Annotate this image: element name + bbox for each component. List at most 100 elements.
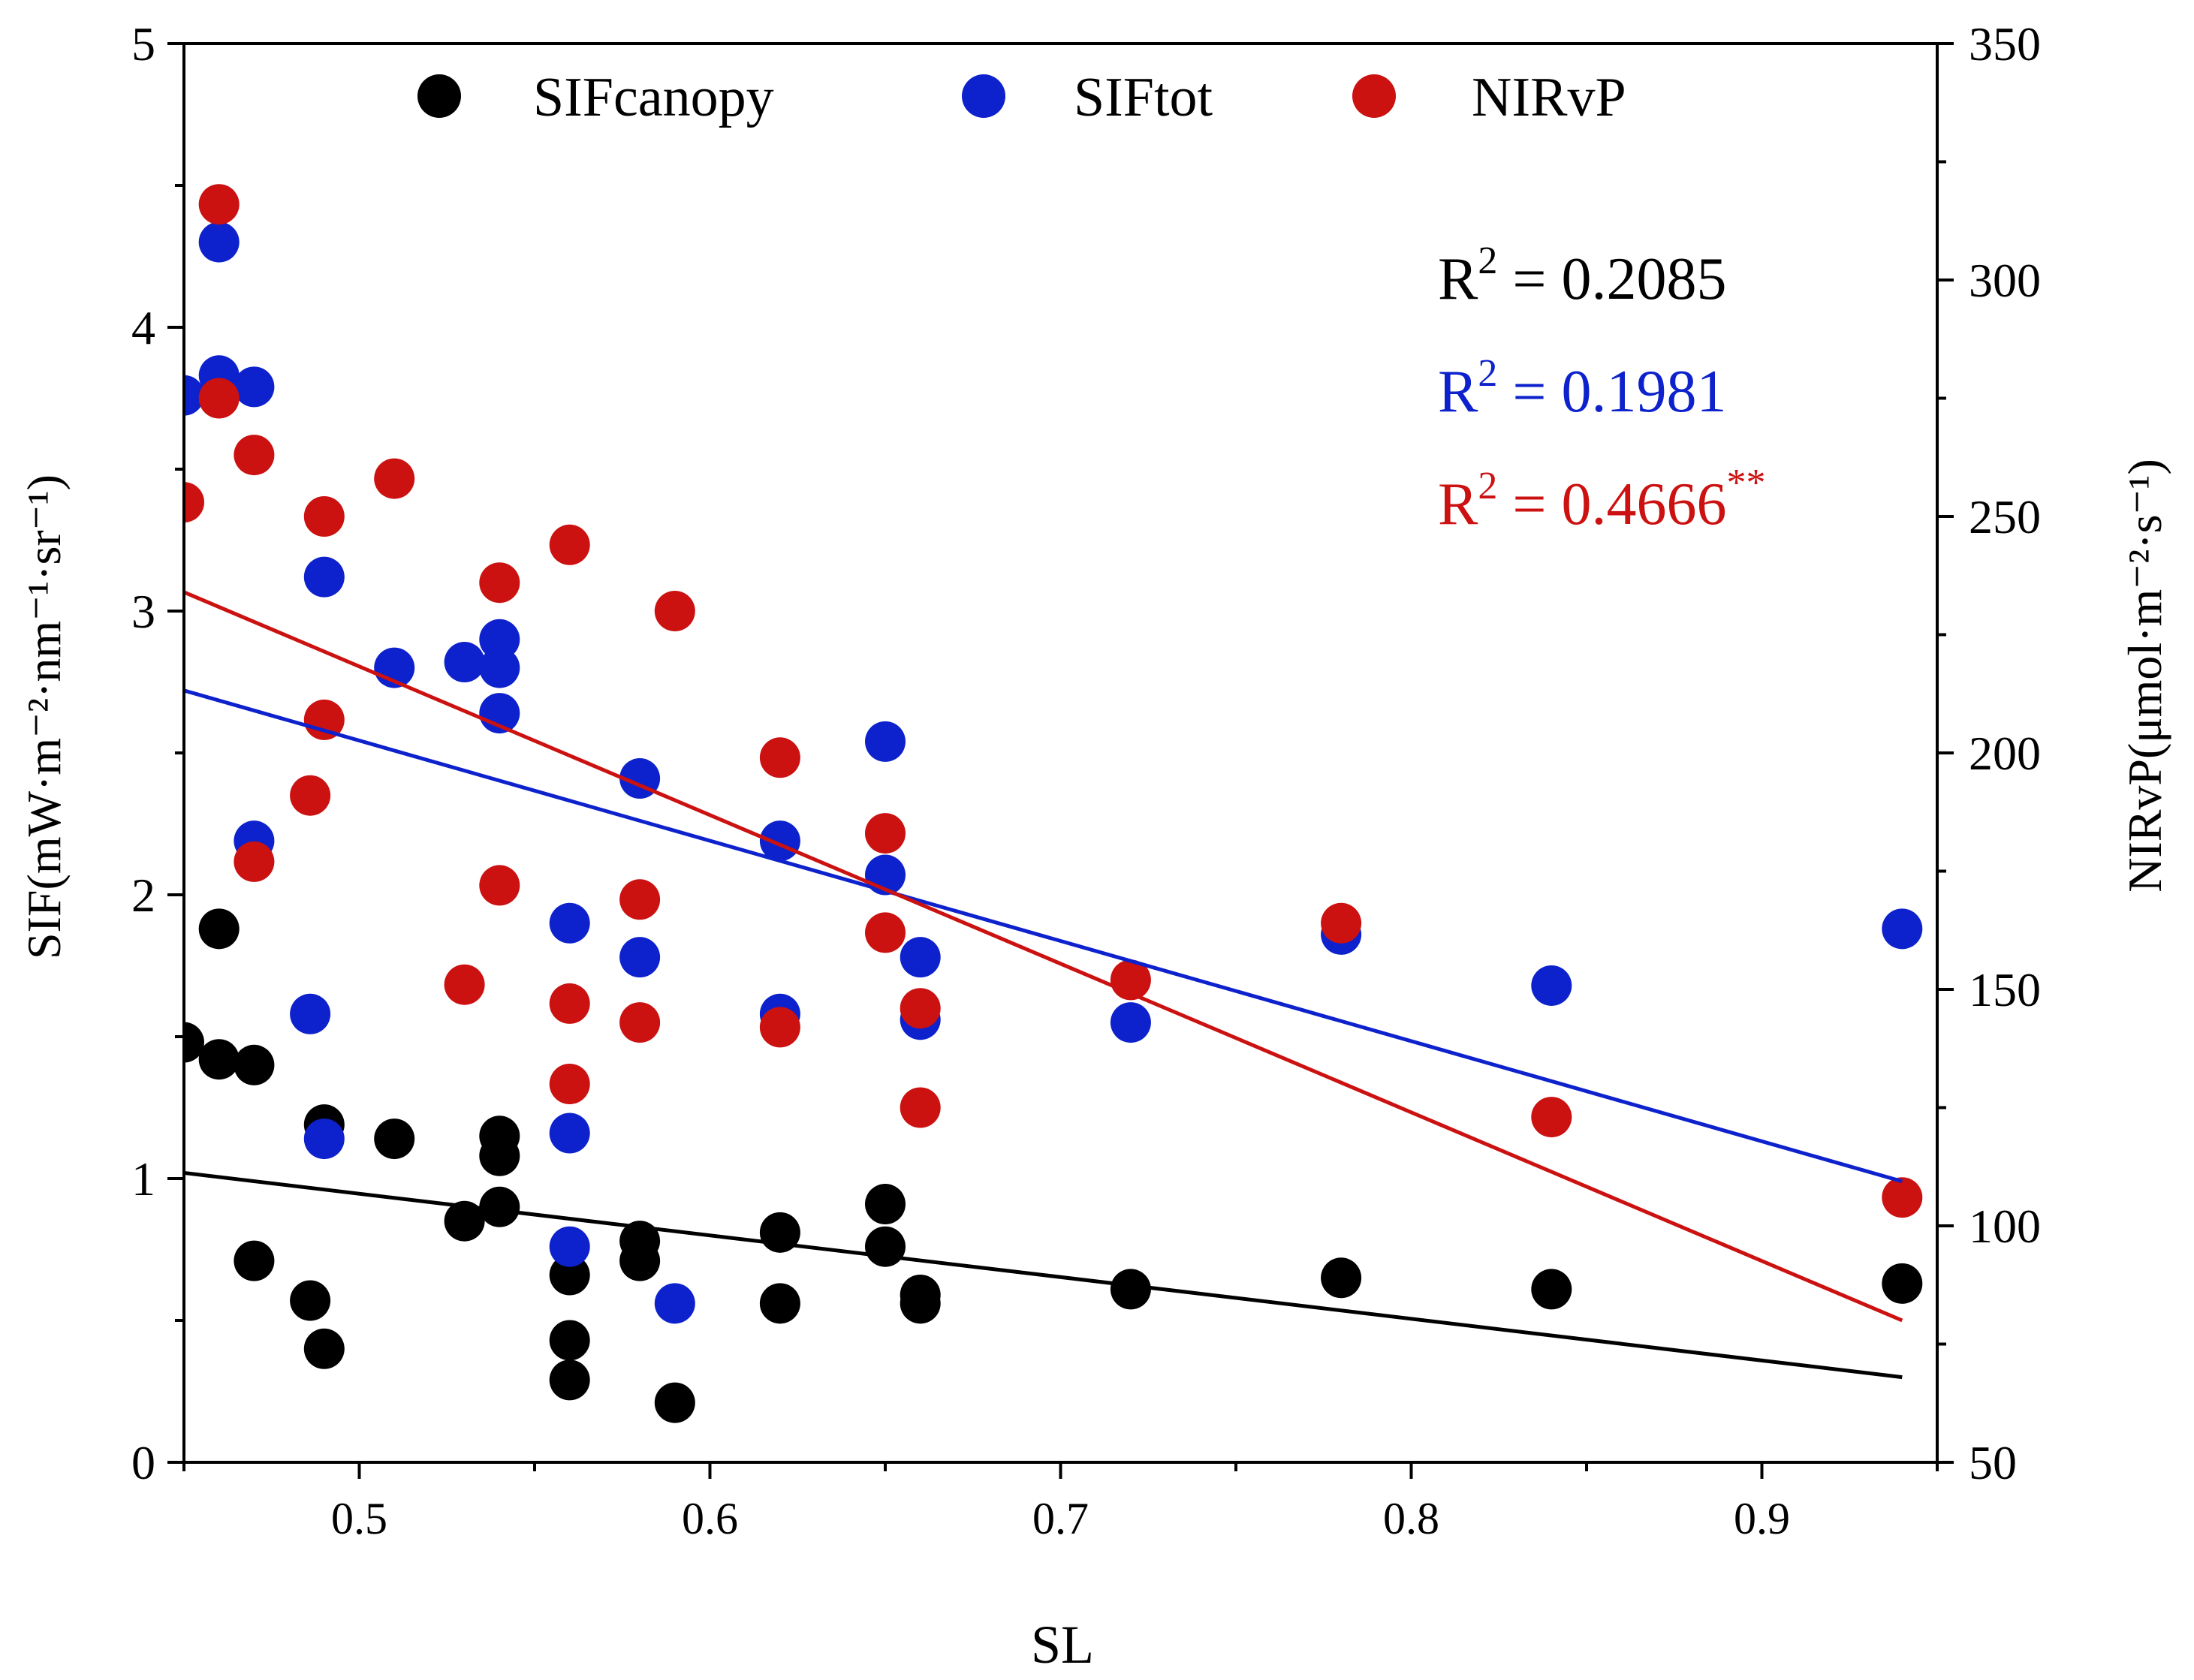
y-left-tick-label: 1 xyxy=(131,1152,155,1206)
nirvp-point xyxy=(654,591,695,631)
siftot-point xyxy=(1531,965,1572,1006)
sifcanopy-point xyxy=(865,1184,906,1225)
x-axis-label: SL xyxy=(1031,1615,1094,1675)
siftot-point xyxy=(290,993,331,1034)
nirvp-point xyxy=(865,912,906,953)
sifcanopy-point xyxy=(900,1283,941,1324)
x-tick-label: 0.8 xyxy=(1383,1494,1439,1543)
y-left-tick-label: 5 xyxy=(131,17,155,71)
sifcanopy-point xyxy=(290,1280,331,1321)
nirvp-point xyxy=(619,1002,661,1043)
y-right-tick-label: 250 xyxy=(1969,490,2041,543)
y-right-tick-label: 300 xyxy=(1969,254,2041,307)
r2-annotation: R2 = 0.4666** xyxy=(1438,462,1765,537)
y-right-tick-label: 200 xyxy=(1969,727,2041,780)
r2-annotation: R2 = 0.1981 xyxy=(1438,352,1726,425)
r2-annotation: R2 = 0.2085 xyxy=(1438,239,1726,312)
sifcanopy-point xyxy=(198,908,240,950)
nirvp-point xyxy=(479,562,520,604)
legend: SIFcanopy SIFtot NIRvP xyxy=(417,67,1626,128)
ticks-layer: 0.5 0.6 0.7 0.8 0.9 0 1 2 3 4 5 50 100 150 200 250 300 35… xyxy=(131,17,2041,1543)
siftot-point xyxy=(1110,1002,1151,1043)
x-tick-label: 0.5 xyxy=(331,1494,387,1543)
sifcanopy-point xyxy=(549,1254,590,1296)
y-right-tick-label: 100 xyxy=(1969,1200,2041,1253)
siftot-point xyxy=(184,375,204,416)
y-left-tick-label: 4 xyxy=(131,301,155,354)
siftot-point xyxy=(549,902,590,944)
sifcanopy-point xyxy=(549,1359,590,1401)
siftot-point xyxy=(198,221,240,263)
nirvp-point xyxy=(303,699,345,740)
sifcanopy-point xyxy=(549,1320,590,1361)
sifcanopy-point xyxy=(654,1382,695,1423)
fits-layer xyxy=(183,590,1903,1380)
nirvp-point xyxy=(900,988,941,1029)
sifcanopy-point xyxy=(479,1135,520,1176)
siftot-fit-line xyxy=(183,688,1903,1184)
nirvp-point xyxy=(549,983,590,1024)
nirvp-point xyxy=(549,524,590,565)
sifcanopy-point xyxy=(444,1200,485,1242)
nirvp-point xyxy=(759,737,800,778)
nirvp-point xyxy=(759,1007,800,1048)
nirvp-point xyxy=(303,496,345,537)
siftot-point xyxy=(865,721,906,762)
siftot-point xyxy=(303,1118,345,1160)
y-right-tick-label: 50 xyxy=(1969,1436,2017,1489)
nirvp-point xyxy=(1321,902,1362,944)
sifcanopy-point xyxy=(374,1118,415,1160)
y-left-tick-label: 2 xyxy=(131,869,155,922)
siftot-point xyxy=(303,556,345,598)
sifcanopy-point xyxy=(234,1240,275,1281)
x-tick-label: 0.7 xyxy=(1032,1494,1089,1543)
siftot-point xyxy=(444,642,485,683)
nirvp-point xyxy=(444,964,485,1005)
legend-marker-siftot xyxy=(962,74,1005,118)
siftot-point xyxy=(654,1283,695,1324)
nirvp-point xyxy=(865,813,906,854)
nirvp-point xyxy=(198,184,240,225)
y-left-tick-label: 3 xyxy=(131,585,155,638)
siftot-point xyxy=(479,619,520,660)
sifcanopy-fit-line xyxy=(183,1170,1903,1380)
nirvp-point xyxy=(198,378,240,419)
siftot-point xyxy=(549,1112,590,1154)
legend-label-siftot: SIFtot xyxy=(1074,67,1213,128)
y-left-tick-label: 0 xyxy=(131,1436,155,1489)
nirvp-point xyxy=(619,879,661,920)
nirvp-point xyxy=(374,458,415,499)
siftot-point xyxy=(900,937,941,978)
y-right-tick-label: 150 xyxy=(1969,963,2041,1016)
sifcanopy-point xyxy=(1321,1257,1362,1299)
nirvp-point xyxy=(184,482,204,523)
siftot-point xyxy=(1882,908,1923,950)
sifcanopy-point xyxy=(1531,1269,1572,1310)
sifcanopy-point xyxy=(1882,1263,1923,1304)
sifcanopy-point xyxy=(198,1039,240,1080)
legend-label-nirvp: NIRvP xyxy=(1472,67,1626,128)
nirvp-point xyxy=(900,1087,941,1128)
y-axis-left-label: SIF(mW·m⁻²·nm⁻¹·sr⁻¹) xyxy=(17,474,71,959)
nirvp-point xyxy=(549,1064,590,1104)
nirvp-point xyxy=(290,775,331,816)
y-axis-right-label: NIRvP(μmol·m⁻²·s⁻¹) xyxy=(2118,459,2171,893)
x-tick-label: 0.6 xyxy=(682,1494,738,1543)
nirvp-point xyxy=(479,865,520,906)
y-right-tick-label: 350 xyxy=(1969,17,2041,71)
nirvp-point xyxy=(1531,1097,1572,1138)
x-tick-label: 0.9 xyxy=(1734,1494,1790,1543)
nirvp-point xyxy=(234,435,275,476)
siftot-point xyxy=(549,1226,590,1267)
nirvp-point xyxy=(234,841,275,882)
sifcanopy-point xyxy=(303,1328,345,1369)
siftot-point xyxy=(234,366,275,408)
legend-marker-sifcanopy xyxy=(417,74,461,118)
sifcanopy-point xyxy=(865,1226,906,1267)
sifcanopy-point xyxy=(619,1240,661,1281)
sifcanopy-point xyxy=(234,1044,275,1085)
nirvp-point xyxy=(1882,1177,1923,1218)
sifcanopy-point xyxy=(184,1022,204,1063)
siftot-point xyxy=(619,937,661,978)
